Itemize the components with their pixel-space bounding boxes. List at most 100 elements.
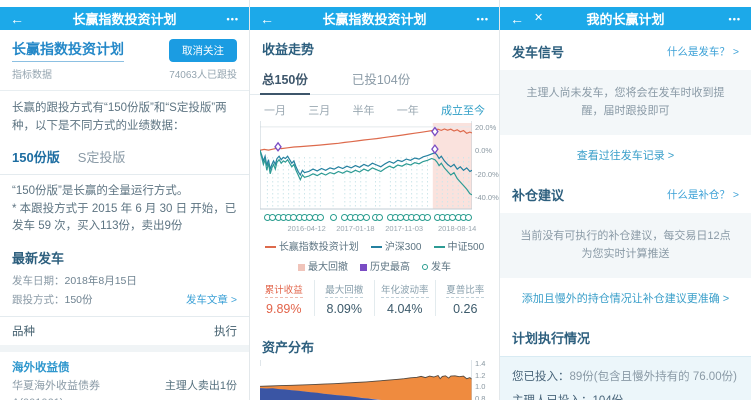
performance-chart[interactable]: 20.0% 0.0% -20.0% -40.0% <box>260 121 499 213</box>
more-menu-icon[interactable]: ••• <box>728 13 741 24</box>
version-desc: “150份版”是长赢的全量运行方式。 <box>12 184 189 197</box>
table-row[interactable]: 海外收益债 华夏海外收益债券 A(001061) 主理人卖出1份 <box>0 352 249 400</box>
fund-category: 海外收益债 <box>12 362 70 375</box>
x-axis-labels: 2016-04-12 2017-01-18 2017-11-03 2018-08-14 <box>287 224 477 233</box>
share-tabs: 总150份 已投104份 <box>250 62 499 95</box>
stat-label[interactable]: 夏普比率 <box>446 282 485 298</box>
zz500-line-swatch <box>433 246 445 249</box>
allocation-chart-svg <box>259 360 473 400</box>
back-icon[interactable]: ← <box>260 10 274 27</box>
marker-legend: 最大回撤 历史最高 发车 <box>250 253 499 273</box>
dispatch-date-label: 发车日期： <box>12 275 65 288</box>
follow-mode-value: 150份 <box>64 294 93 307</box>
stat-label[interactable]: 年化波动率 <box>380 282 429 298</box>
manager-invested-value: 104份 <box>593 395 624 400</box>
execution-summary-box[interactable]: 您已投入：89份(包含且慢外持有的 76.00份) 主理人已投入：104份 <box>500 356 751 400</box>
high-swatch <box>360 263 367 271</box>
range-3m[interactable]: 三月 <box>308 105 331 117</box>
what-is-dispatch-link[interactable]: 什么是发车？ > <box>666 46 739 58</box>
allocation-heading: 资产分布 <box>262 340 315 355</box>
legend-dispatch: 发车 <box>431 262 451 273</box>
invested-label: 您已投入： <box>512 371 570 384</box>
screen-performance: ← 长赢指数投资计划 ••• 收益走势 总150份 已投104份 一月 三月 半… <box>250 0 500 400</box>
tab-invested-104[interactable]: 已投104份 <box>351 73 411 87</box>
unfollow-button[interactable]: 取消关注 <box>169 39 237 62</box>
stat-value: 9.89% <box>266 302 302 316</box>
dispatch-swatch <box>422 264 428 271</box>
screen-my-plan: ← ✕ 我的长赢计划 ••• 发车信号 什么是发车？ > 主理人尚未发车，您将会… <box>500 0 751 400</box>
more-menu-icon[interactable]: ••• <box>476 13 489 24</box>
legend-plan: 长赢指数投资计划 <box>278 242 359 253</box>
dispatch-history-link[interactable]: 查看过往发车记录 > <box>576 150 675 163</box>
divider <box>0 316 249 318</box>
add-holdings-link[interactable]: 添加且慢外的持仓情况让补仓建议更准确 > <box>521 293 730 306</box>
stat-label[interactable]: 累计收益 <box>264 282 303 298</box>
drawdown-swatch <box>298 263 305 271</box>
topup-heading: 补仓建议 <box>512 188 565 204</box>
column-variety: 品种 <box>12 326 35 339</box>
stat-max-drawdown: 最大回撤 8.09% <box>313 280 375 316</box>
status-bar <box>250 0 499 7</box>
close-icon[interactable]: ✕ <box>534 12 544 24</box>
legend-high: 历史最高 <box>370 262 410 273</box>
app-bar: ← ✕ 我的长赢计划 ••• <box>500 7 751 30</box>
dispatch-date-value: 2018年8月15日 <box>64 275 137 288</box>
back-icon[interactable]: ← <box>510 10 524 27</box>
plan-intro-text: 长赢的跟投方式有“150份版”和“S定投版”两种，以下是不同方式的业绩数据： <box>12 102 227 132</box>
stat-cumulative-return: 累计收益 9.89% <box>254 280 314 316</box>
time-range-selector: 一月 三月 半年 一年 成立至今 <box>250 95 499 121</box>
range-6m[interactable]: 半年 <box>352 105 375 117</box>
legend-drawdown: 最大回撤 <box>308 262 348 273</box>
stat-value: 0.26 <box>453 302 478 316</box>
follow-mode-label: 跟投方式： <box>12 294 65 307</box>
page-title: 长赢指数投资计划 <box>72 12 177 27</box>
plan-title-link[interactable]: 长赢指数投资计划 <box>12 39 124 62</box>
divider-band <box>0 345 249 353</box>
more-menu-icon[interactable]: ••• <box>226 13 239 24</box>
legend-zz500: 中证500 <box>447 242 485 253</box>
topup-notice: 当前没有可执行的补仓建议，每交易日12点为您实时计算推送 <box>500 213 751 279</box>
manager-invested-label: 主理人已投入： <box>512 395 593 400</box>
tab-s-version[interactable]: S定投版 <box>77 149 126 165</box>
signal-heading: 发车信号 <box>512 45 565 60</box>
stat-value: 8.09% <box>326 302 362 316</box>
plan-line-swatch <box>264 246 276 249</box>
status-bar <box>0 0 249 7</box>
app-bar: ← 长赢指数投资计划 ••• <box>0 7 249 30</box>
range-1m[interactable]: 一月 <box>264 105 286 117</box>
performance-heading: 收益走势 <box>262 42 315 57</box>
fund-code: A(001061) <box>12 395 162 400</box>
app-bar: ← 长赢指数投资计划 ••• <box>250 7 499 30</box>
signal-notice: 主理人尚未发车，您将会在发车时收到提醒，届时跟投即可 <box>500 70 751 136</box>
divider <box>0 90 249 91</box>
followers-count: 74063人已跟投 <box>169 70 237 81</box>
invested-value: 89份(包含且慢外持有的 76.00份) <box>569 371 737 384</box>
dispatch-article-link[interactable]: 发车文章 > <box>185 294 237 307</box>
page-title: 我的长赢计划 <box>586 12 665 27</box>
fund-action: 主理人卖出1份 <box>164 380 237 393</box>
tab-total-150[interactable]: 总150份 <box>260 62 310 95</box>
allocation-chart[interactable]: 1.41.21.00.80.60.4 <box>259 359 499 400</box>
execution-heading: 计划执行情况 <box>512 331 591 347</box>
stat-label[interactable]: 最大回撤 <box>325 282 364 298</box>
tab-150-version[interactable]: 150份版 <box>12 149 60 165</box>
stat-value: 4.04% <box>387 302 423 316</box>
legend-hs300: 沪深300 <box>384 242 422 253</box>
version-tabs: 150份版 S定投版 <box>0 140 249 175</box>
stat-sharpe: 夏普比率 0.26 <box>434 280 496 316</box>
range-1y[interactable]: 一年 <box>396 105 419 117</box>
dispatch-event-markers <box>260 213 473 224</box>
back-icon[interactable]: ← <box>10 10 24 27</box>
stat-volatility: 年化波动率 4.04% <box>374 280 435 316</box>
status-bar <box>500 0 751 7</box>
stats-row: 累计收益 9.89% 最大回撤 8.09% 年化波动率 4.04% 夏普比率 0… <box>250 273 499 316</box>
what-is-topup-link[interactable]: 什么是补仓？ > <box>666 189 739 202</box>
latest-dispatch-heading: 最新发车 <box>12 251 65 267</box>
version-desc-note: * 本跟投方式于 2015 年 6 月 30 日 开始，已发车 59 次，买入1… <box>12 202 237 233</box>
screen-plan-detail: ← 长赢指数投资计划 ••• 长赢指数投资计划 取消关注 指标数据 74063人… <box>0 0 250 400</box>
plan-subtitle: 指标数据 <box>12 70 52 81</box>
performance-chart-svg <box>260 121 472 210</box>
series-legend: 长赢指数投资计划 沪深300 中证500 <box>250 233 499 253</box>
range-all[interactable]: 成立至今 <box>441 105 485 117</box>
